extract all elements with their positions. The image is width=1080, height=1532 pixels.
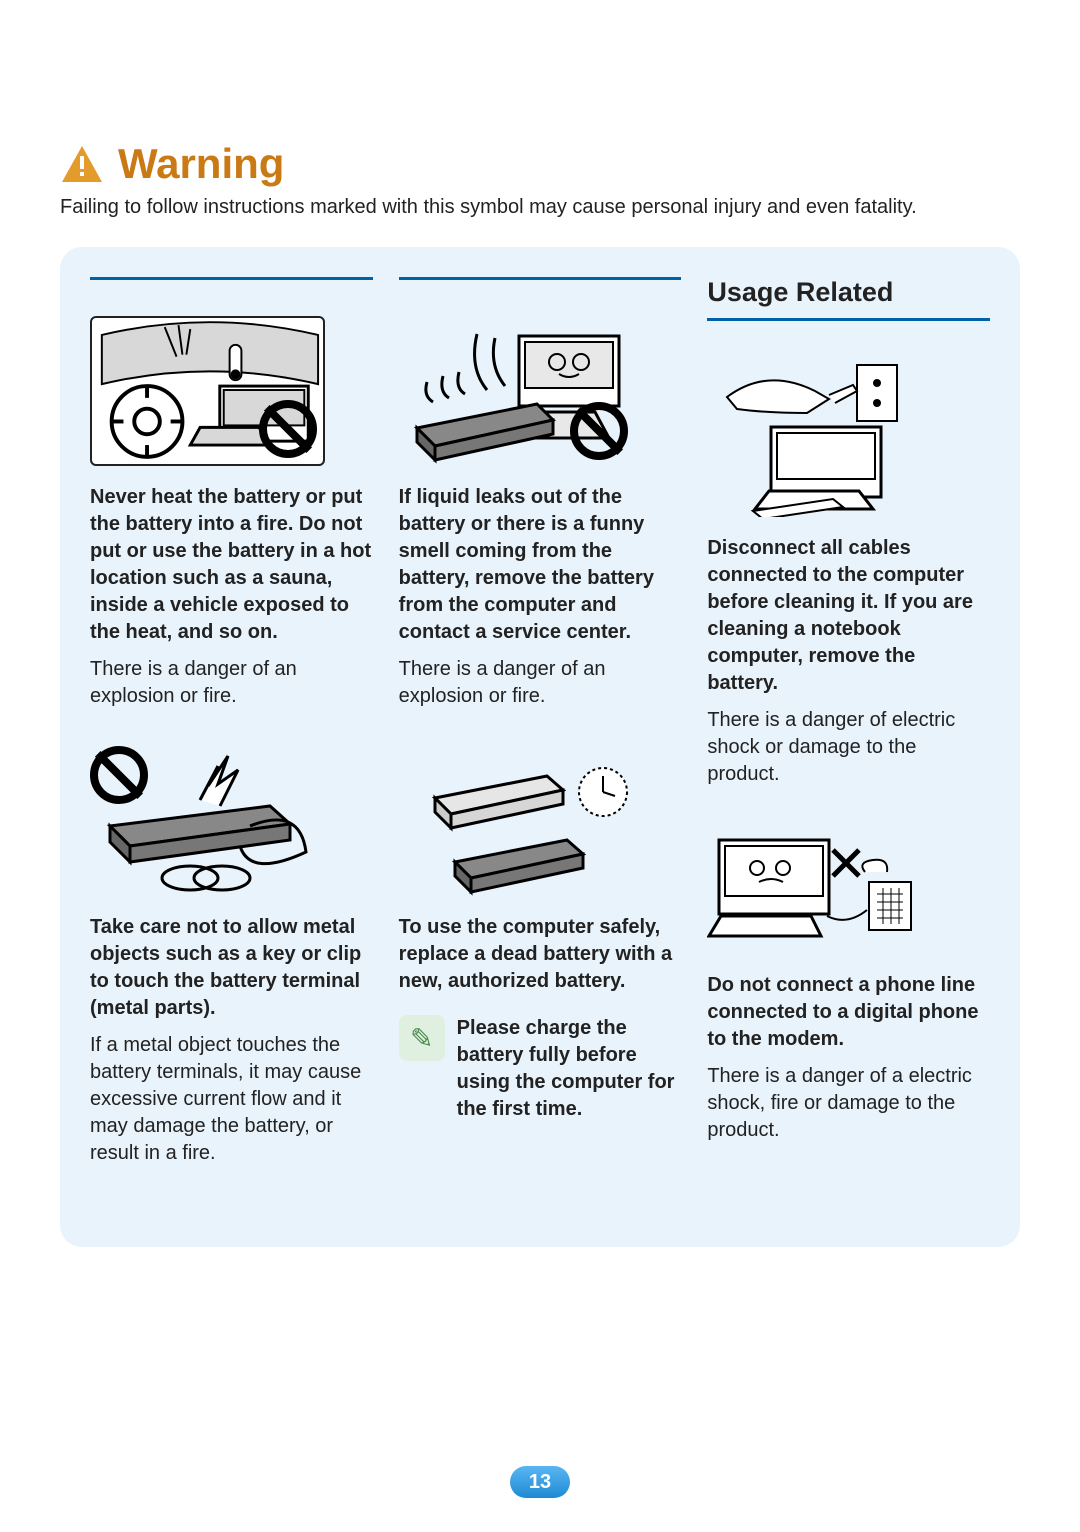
item-metal-objects: Take care not to allow metal objects suc… <box>90 746 373 1167</box>
column-2: If liquid leaks out of the battery or th… <box>399 277 682 1203</box>
item-replace-battery: To use the computer safely, replace a de… <box>399 746 682 1123</box>
item-battery-fire: Never heat the battery or put the batter… <box>90 316 373 710</box>
warning-heading: Warning <box>118 140 284 188</box>
item-body-text: There is a danger of an explosion or fir… <box>399 656 682 710</box>
item-body-text: There is a danger of electric shock or d… <box>707 707 990 788</box>
illustration-metal-objects <box>90 746 325 896</box>
note-pencil-icon: ✎ <box>399 1015 445 1061</box>
item-liquid-leak: If liquid leaks out of the battery or th… <box>399 316 682 710</box>
prohibit-icon <box>90 746 148 804</box>
prohibit-icon <box>259 400 317 458</box>
column-1: Never heat the battery or put the batter… <box>90 277 373 1203</box>
column-1-rule <box>90 277 373 280</box>
item-body-text: There is a danger of a electric shock, f… <box>707 1063 990 1144</box>
item-bold-text: Never heat the battery or put the batter… <box>90 484 373 646</box>
warning-triangle-icon <box>60 144 104 184</box>
note-row: ✎ Please charge the battery fully before… <box>399 1015 682 1123</box>
column-2-rule <box>399 277 682 280</box>
illustration-replace-battery <box>399 746 634 896</box>
item-body-text: There is a danger of an explosion or fir… <box>90 656 373 710</box>
item-bold-text: Take care not to allow metal objects suc… <box>90 914 373 1022</box>
item-phone-modem: Do not connect a phone line connected to… <box>707 824 990 1144</box>
item-body-text: If a metal object touches the battery te… <box>90 1032 373 1167</box>
item-disconnect-cables: Disconnect all cables connected to the c… <box>707 357 990 788</box>
item-bold-text: If liquid leaks out of the battery or th… <box>399 484 682 646</box>
prohibit-icon <box>570 402 628 460</box>
item-bold-text: Do not connect a phone line connected to… <box>707 972 990 1053</box>
illustration-phone-modem <box>707 824 917 954</box>
usage-related-title: Usage Related <box>707 277 990 308</box>
item-bold-text: Disconnect all cables connected to the c… <box>707 535 990 697</box>
heading-row: Warning <box>60 140 1020 188</box>
illustration-liquid-leak <box>399 316 634 466</box>
document-page: Warning Failing to follow instructions m… <box>0 0 1080 1532</box>
warning-subheading: Failing to follow instructions marked wi… <box>60 196 1020 219</box>
illustration-disconnect-cables <box>707 357 917 517</box>
content-panel: Never heat the battery or put the batter… <box>60 247 1020 1247</box>
illustration-battery-fire <box>90 316 325 466</box>
column-3: Usage Related <box>707 277 990 1203</box>
page-number-badge: 13 <box>510 1466 570 1498</box>
item-bold-text: To use the computer safely, replace a de… <box>399 914 682 995</box>
column-3-rule <box>707 318 990 321</box>
note-text: Please charge the battery fully before u… <box>457 1015 682 1123</box>
